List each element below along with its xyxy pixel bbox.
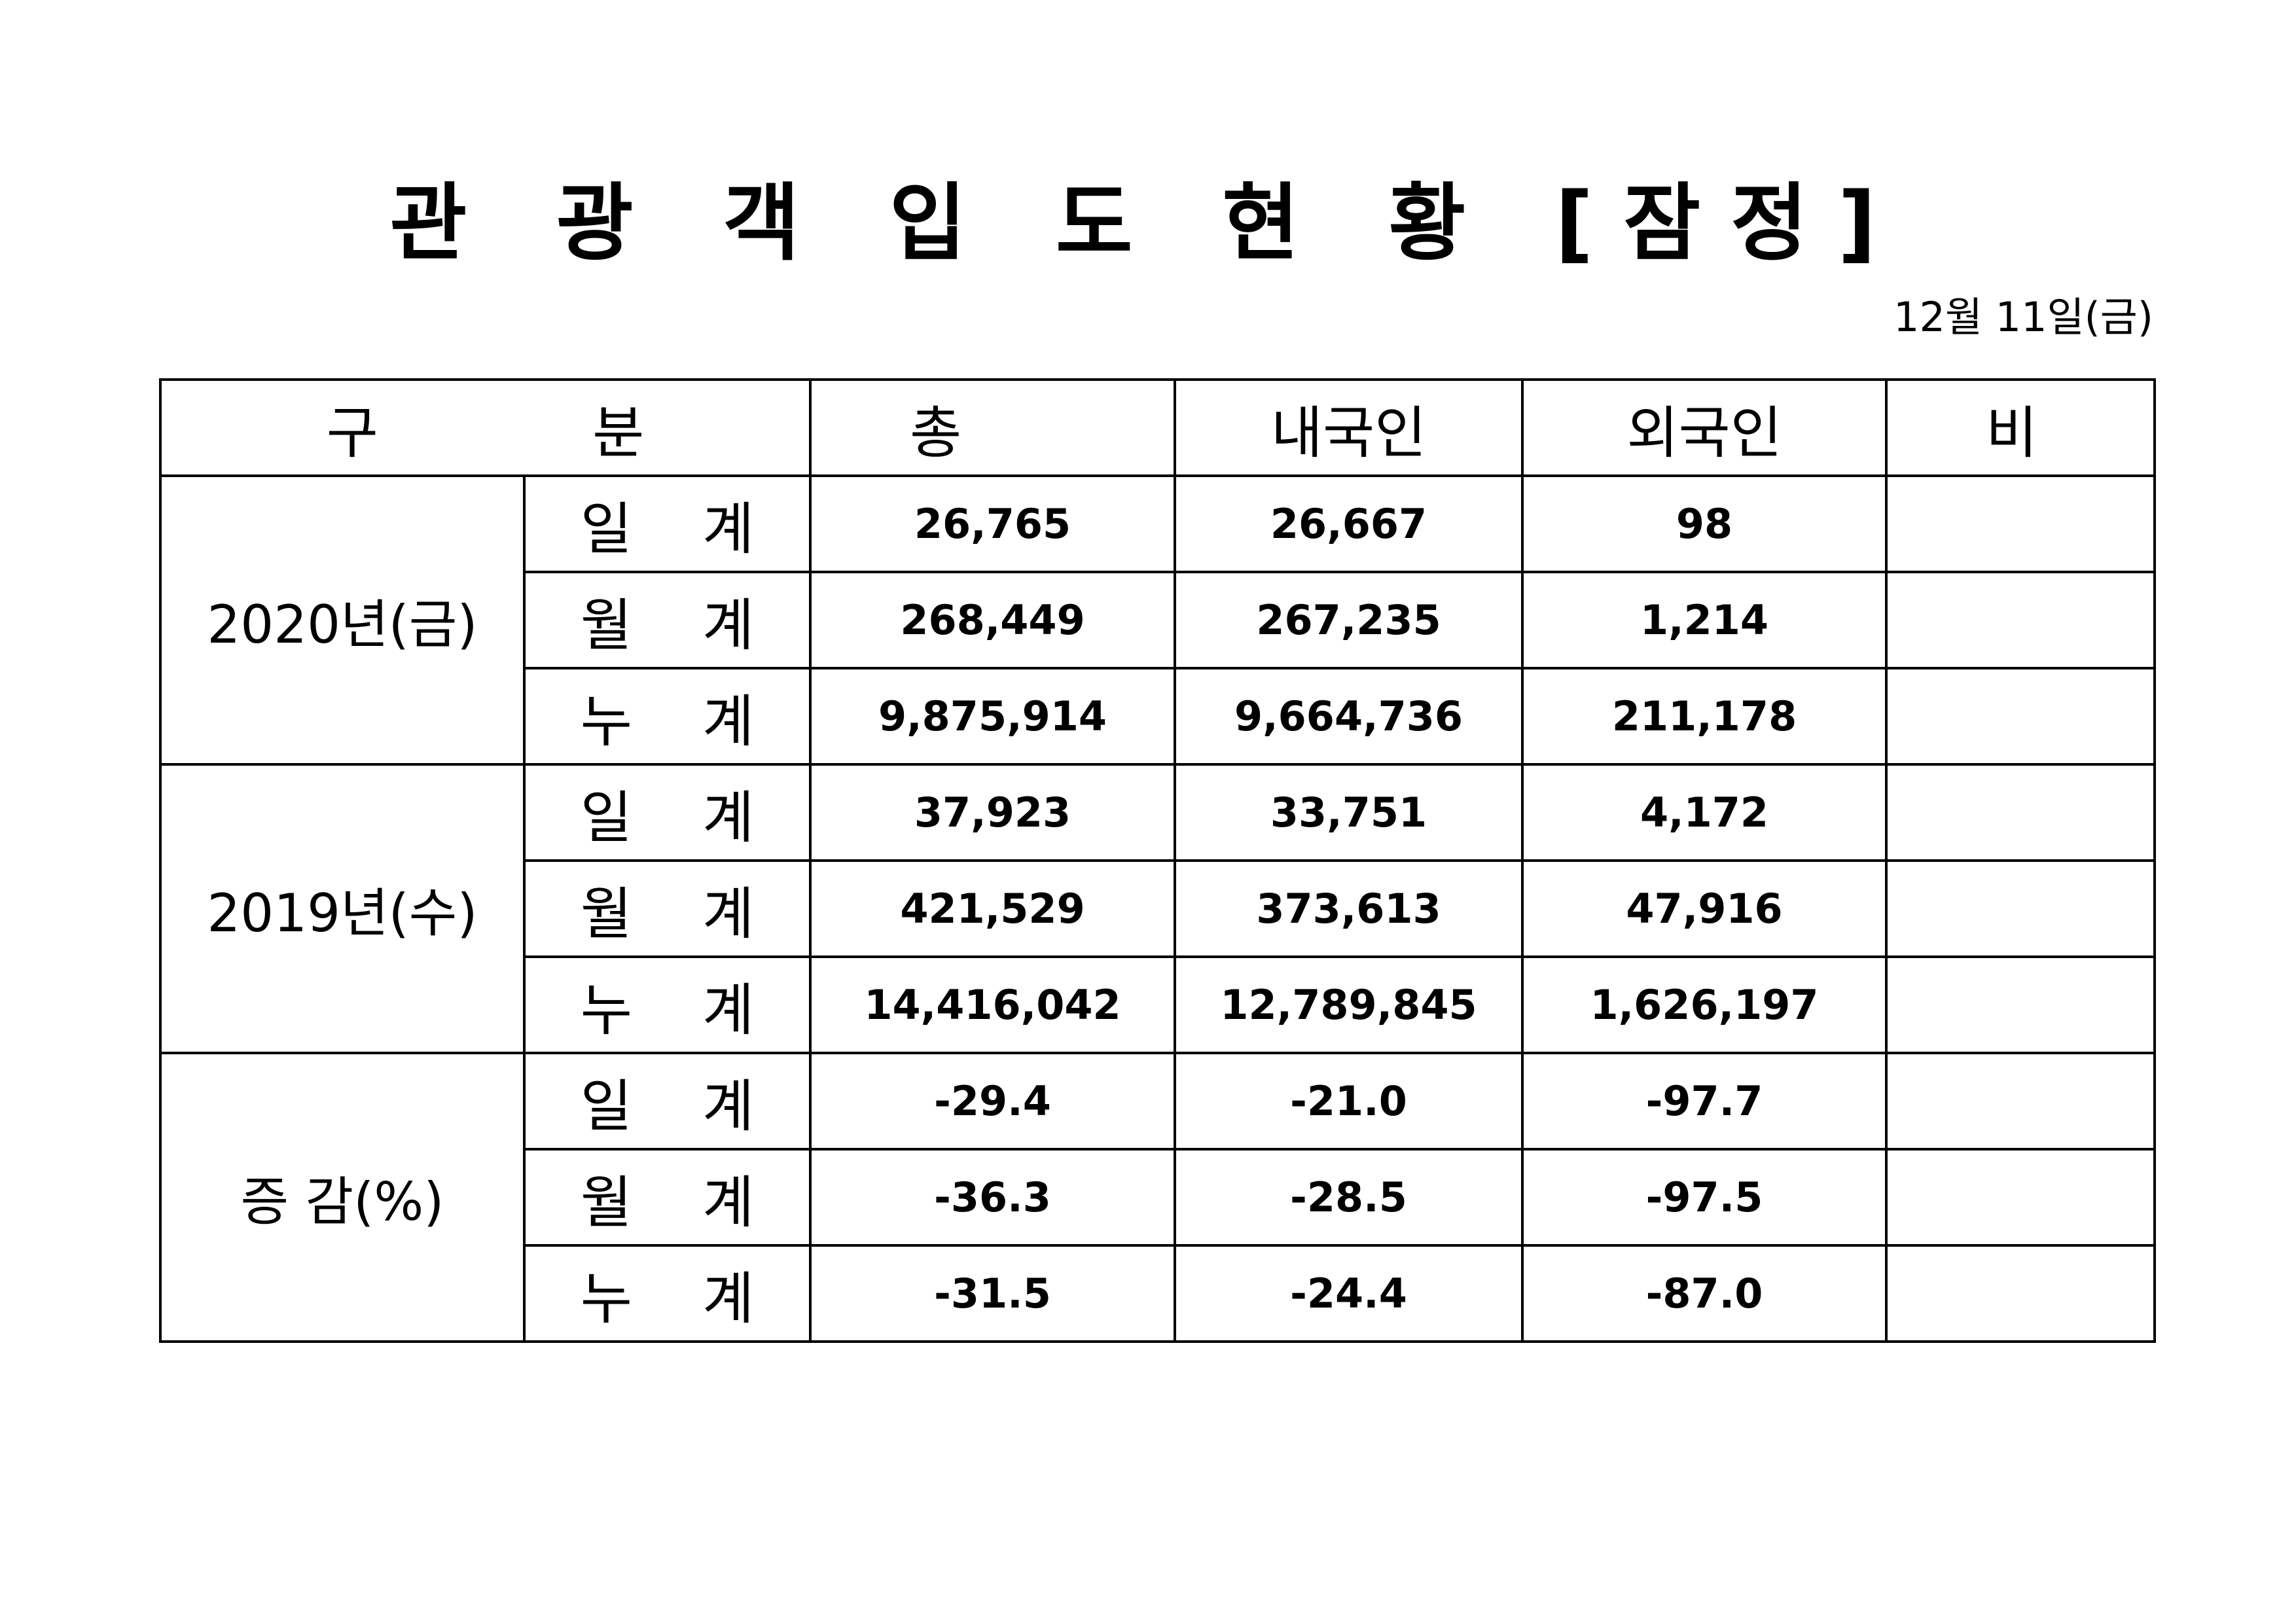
- group-label-change: 증 감(%): [159, 1052, 526, 1343]
- cell-domestic: 373,613: [1174, 859, 1524, 958]
- cell-total: 14,416,042: [809, 955, 1177, 1054]
- row-label: 일 계: [522, 1052, 812, 1150]
- cell-note: [1885, 1244, 2157, 1343]
- header-domestic: 내국인: [1174, 378, 1524, 477]
- group-label-2019: 2019년(수): [159, 763, 526, 1054]
- table-row: 누 계 9,875,914 9,664,736 211,178: [160, 667, 2157, 766]
- row-label: 누 계: [522, 1244, 812, 1343]
- table-row: 누 계 14,416,042 12,789,845 1,626,197: [160, 955, 2157, 1054]
- cell-note: [1885, 474, 2157, 573]
- table-row: 누 계 -31.5 -24.4 -87.0: [160, 1244, 2157, 1343]
- cell-foreign: 1,214: [1521, 571, 1888, 669]
- cell-total: 268,449: [809, 571, 1177, 669]
- cell-foreign: 211,178: [1521, 667, 1888, 766]
- cell-note: [1885, 1052, 2157, 1150]
- row-label: 월 계: [522, 859, 812, 958]
- table-row: 2019년(수) 일 계 37,923 33,751 4,172: [159, 763, 2157, 1054]
- cell-foreign: -97.7: [1521, 1052, 1888, 1150]
- cell-note: [1885, 955, 2157, 1054]
- cell-total: -31.5: [809, 1244, 1177, 1343]
- table-row: 월 계 268,449 267,235 1,214: [160, 571, 2157, 669]
- header-total: 총 계: [809, 378, 1177, 477]
- cell-foreign: -97.5: [1521, 1148, 1888, 1247]
- group-label-2020: 2020년(금): [159, 474, 526, 766]
- cell-note: [1885, 763, 2157, 862]
- tourist-arrivals-table: 구 분 총 계 내국인 외국인 비 고 2020년(금) 일 계 26,765 …: [158, 378, 2157, 1343]
- cell-total: 9,875,914: [809, 667, 1177, 766]
- table-row: 2020년(금) 일 계 26,765 26,667 98: [159, 474, 2157, 766]
- table-row: 증 감(%) 일 계 -29.4 -21.0 -97.7: [159, 1052, 2157, 1343]
- cell-note: [1885, 859, 2157, 958]
- cell-total: 26,765: [809, 474, 1177, 573]
- cell-domestic: 267,235: [1174, 571, 1524, 669]
- cell-total: -36.3: [809, 1148, 1177, 1247]
- row-label: 누 계: [522, 955, 812, 1054]
- page-title: 관 광 객 입 도 현 황 [잠정]: [389, 175, 1907, 272]
- cell-domestic: -28.5: [1174, 1148, 1524, 1247]
- cell-foreign: -87.0: [1521, 1244, 1888, 1343]
- cell-foreign: 1,626,197: [1521, 955, 1888, 1054]
- cell-note: [1885, 571, 2157, 669]
- cell-total: 421,529: [809, 859, 1177, 958]
- header-category: 구 분: [158, 378, 812, 477]
- row-label: 월 계: [522, 571, 812, 669]
- header-note: 비 고: [1885, 378, 2157, 477]
- cell-note: [1885, 667, 2157, 766]
- table-row: 월 계 421,529 373,613 47,916: [160, 859, 2157, 958]
- cell-note: [1885, 1148, 2157, 1247]
- cell-foreign: 98: [1521, 474, 1888, 573]
- cell-domestic: 12,789,845: [1174, 955, 1524, 1054]
- cell-domestic: 33,751: [1174, 763, 1524, 862]
- cell-foreign: 47,916: [1521, 859, 1888, 958]
- table-row: 월 계 -36.3 -28.5 -97.5: [160, 1148, 2157, 1247]
- row-label: 누 계: [522, 667, 812, 766]
- cell-domestic: 9,664,736: [1174, 667, 1524, 766]
- row-label: 일 계: [522, 474, 812, 573]
- cell-foreign: 4,172: [1521, 763, 1888, 862]
- row-label: 월 계: [522, 1148, 812, 1247]
- cell-domestic: -24.4: [1174, 1244, 1524, 1343]
- report-date: 12월 11일(금): [1893, 293, 2153, 341]
- cell-total: 37,923: [809, 763, 1177, 862]
- row-label: 일 계: [522, 763, 812, 862]
- cell-total: -29.4: [809, 1052, 1177, 1150]
- table-header-row: 구 분 총 계 내국인 외국인 비 고: [158, 378, 2157, 477]
- header-foreign: 외국인: [1521, 378, 1888, 477]
- cell-domestic: 26,667: [1174, 474, 1524, 573]
- cell-domestic: -21.0: [1174, 1052, 1524, 1150]
